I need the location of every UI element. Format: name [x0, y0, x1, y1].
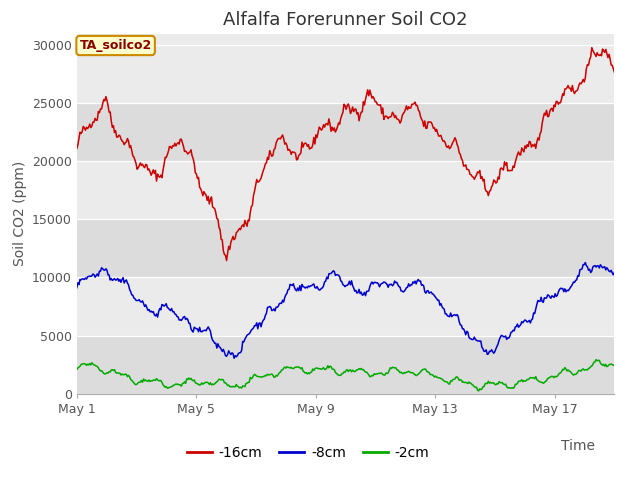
Text: Time: Time	[561, 439, 595, 453]
Title: Alfalfa Forerunner Soil CO2: Alfalfa Forerunner Soil CO2	[223, 11, 468, 29]
Bar	[77, 277, 614, 336]
Bar	[77, 45, 614, 103]
Bar	[77, 161, 614, 219]
Bar	[77, 103, 614, 161]
Y-axis label: Soil CO2 (ppm): Soil CO2 (ppm)	[13, 161, 26, 266]
Bar	[77, 219, 614, 277]
Text: TA_soilco2: TA_soilco2	[79, 39, 152, 52]
Bar	[77, 336, 614, 394]
Legend: -16cm, -8cm, -2cm: -16cm, -8cm, -2cm	[181, 441, 435, 466]
